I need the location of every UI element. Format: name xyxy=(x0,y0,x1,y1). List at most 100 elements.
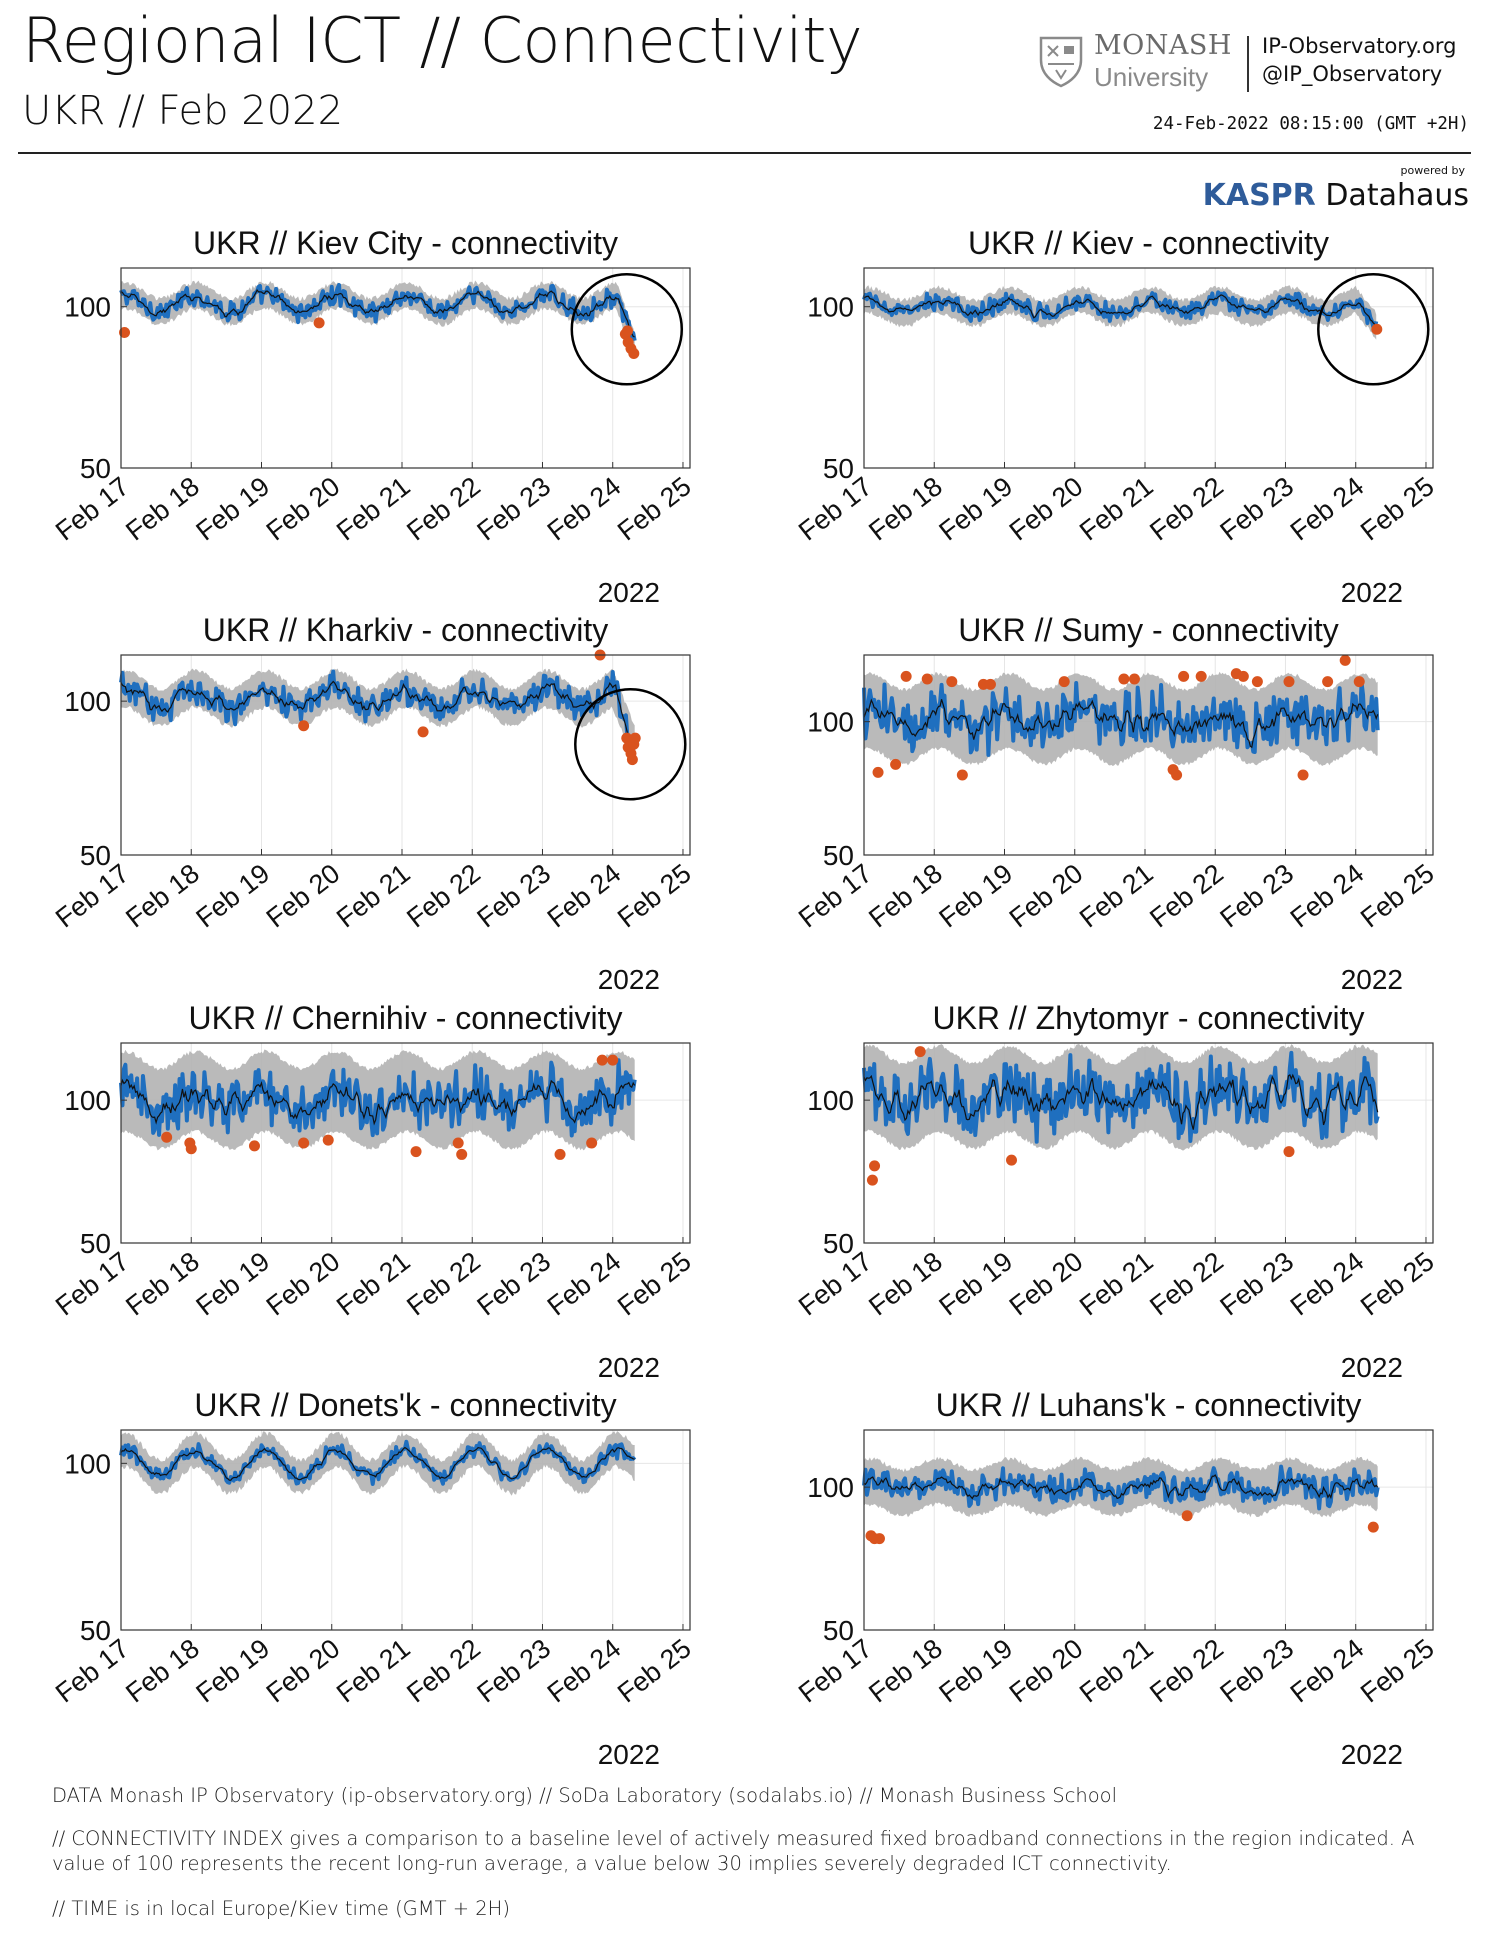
xtick-label: Feb 22 xyxy=(401,471,486,546)
highlight-circle xyxy=(574,687,687,801)
xtick-label: Feb 23 xyxy=(471,858,556,933)
outlier-point xyxy=(1181,1510,1193,1522)
xtick-label: Feb 23 xyxy=(471,1633,556,1708)
chart-panel: UKR // Donets'k - connectivity 50 100 Feb 1… xyxy=(50,1387,697,1770)
axes-frame xyxy=(863,1429,1434,1631)
outlier-point xyxy=(900,670,912,682)
outlier-point xyxy=(629,732,641,744)
page-subtitle: UKR // Feb 2022 xyxy=(22,88,344,134)
xtick-label: Feb 21 xyxy=(331,1246,416,1321)
xtick-label: Feb 19 xyxy=(190,858,275,933)
outlier-point xyxy=(1367,1521,1379,1533)
outlier-point xyxy=(313,317,325,329)
xtick-label: Feb 22 xyxy=(401,1633,486,1708)
monash-logo: MONASH University xyxy=(1036,30,1236,92)
xtick-label: Feb 22 xyxy=(1144,858,1229,933)
xtick-label: Feb 18 xyxy=(120,1633,205,1708)
outlier-point xyxy=(1006,1154,1018,1166)
outlier-point xyxy=(1353,676,1365,688)
outlier-point xyxy=(1195,670,1207,682)
xtick-label: Feb 23 xyxy=(1214,1246,1299,1321)
ytick-label: 100 xyxy=(64,1448,111,1479)
xtick-label: Feb 20 xyxy=(261,1246,346,1321)
chart-title-donetsk: UKR // Donets'k - connectivity xyxy=(194,1387,616,1423)
outlier-point xyxy=(248,1140,260,1152)
xtick-label: Feb 25 xyxy=(612,1246,697,1321)
outlier-point xyxy=(298,720,310,732)
xtick-label: Feb 20 xyxy=(1004,858,1089,933)
xtick-label: Feb 22 xyxy=(1144,1633,1229,1708)
outlier-point xyxy=(322,1134,334,1146)
outlier-point xyxy=(456,1148,468,1160)
outlier-point xyxy=(621,325,633,337)
outlier-point xyxy=(452,1137,464,1149)
ytick-label: 100 xyxy=(807,707,854,738)
outlier-point xyxy=(554,1148,566,1160)
outlier-point xyxy=(410,1146,422,1158)
website-link[interactable]: IP-Observatory.org xyxy=(1262,34,1457,58)
x-axis-year-label: 2022 xyxy=(598,577,660,608)
axes-frame xyxy=(120,267,691,469)
header-divider xyxy=(1247,36,1249,92)
xtick-label: Feb 18 xyxy=(120,471,205,546)
ytick-label: 50 xyxy=(823,453,854,484)
chart-title-sumy: UKR // Sumy - connectivity xyxy=(958,612,1339,648)
xtick-label: Feb 24 xyxy=(542,471,627,546)
xtick-label: Feb 19 xyxy=(933,1246,1018,1321)
xtick-label: Feb 25 xyxy=(612,858,697,933)
monash-logo-sub: University xyxy=(1094,62,1209,92)
series-trend xyxy=(863,294,1377,326)
series-connectivity xyxy=(119,283,637,342)
outlier-point xyxy=(119,327,131,339)
x-axis-year-label: 2022 xyxy=(1341,1739,1403,1770)
xtick-label: Feb 20 xyxy=(261,858,346,933)
outlier-point xyxy=(956,769,968,781)
xtick-label: Feb 25 xyxy=(1355,471,1440,546)
chart-panel: UKR // Luhans'k - connectivity 50 100 Feb 1… xyxy=(793,1387,1440,1770)
axes-frame xyxy=(863,1042,1434,1244)
xtick-label: Feb 20 xyxy=(1004,1246,1089,1321)
x-axis-year-label: 2022 xyxy=(598,1739,660,1770)
outlier-point xyxy=(890,758,902,770)
x-axis-year-label: 2022 xyxy=(1341,577,1403,608)
ytick-label: 100 xyxy=(64,1085,111,1116)
page-title: Regional ICT // Connectivity xyxy=(22,4,863,77)
xtick-label: Feb 25 xyxy=(1355,1246,1440,1321)
outlier-point xyxy=(185,1143,197,1155)
chart-title-kharkiv: UKR // Kharkiv - connectivity xyxy=(203,612,608,648)
outlier-point xyxy=(626,754,638,766)
outlier-point xyxy=(984,678,996,690)
ytick-label: 100 xyxy=(807,1472,854,1503)
xtick-label: Feb 24 xyxy=(1285,1633,1370,1708)
xtick-label: Feb 19 xyxy=(933,858,1018,933)
xtick-label: Feb 18 xyxy=(863,1633,948,1708)
outlier-point xyxy=(1339,654,1351,666)
xtick-label: Feb 23 xyxy=(1214,1633,1299,1708)
chart-panel: UKR // Zhytomyr - connectivity 50 100 Feb 1… xyxy=(793,1000,1440,1383)
outlier-point xyxy=(417,726,429,738)
chart-title-chernihiv: UKR // Chernihiv - connectivity xyxy=(189,1000,623,1036)
x-axis-year-label: 2022 xyxy=(598,1352,660,1383)
axes-frame xyxy=(863,267,1434,469)
xtick-label: Feb 21 xyxy=(331,1633,416,1708)
outlier-point xyxy=(1371,323,1383,335)
outlier-point xyxy=(1178,670,1190,682)
xtick-label: Feb 18 xyxy=(120,1246,205,1321)
xtick-label: Feb 20 xyxy=(1004,1633,1089,1708)
xtick-label: Feb 21 xyxy=(331,858,416,933)
xtick-label: Feb 19 xyxy=(190,471,275,546)
highlight-circle xyxy=(1317,273,1430,386)
xtick-label: Feb 21 xyxy=(1074,1633,1159,1708)
xtick-label: Feb 21 xyxy=(1074,1246,1159,1321)
series-connectivity xyxy=(862,1050,1380,1144)
outlier-point xyxy=(628,347,640,359)
ytick-label: 100 xyxy=(64,686,111,717)
xtick-label: Feb 20 xyxy=(261,1633,346,1708)
ytick-label: 100 xyxy=(807,1085,854,1116)
xtick-label: Feb 22 xyxy=(1144,1246,1229,1321)
monash-logo-main: MONASH xyxy=(1094,30,1232,61)
xtick-label: Feb 25 xyxy=(612,471,697,546)
xtick-label: Feb 20 xyxy=(1004,471,1089,546)
twitter-handle[interactable]: @IP_Observatory xyxy=(1262,62,1443,86)
